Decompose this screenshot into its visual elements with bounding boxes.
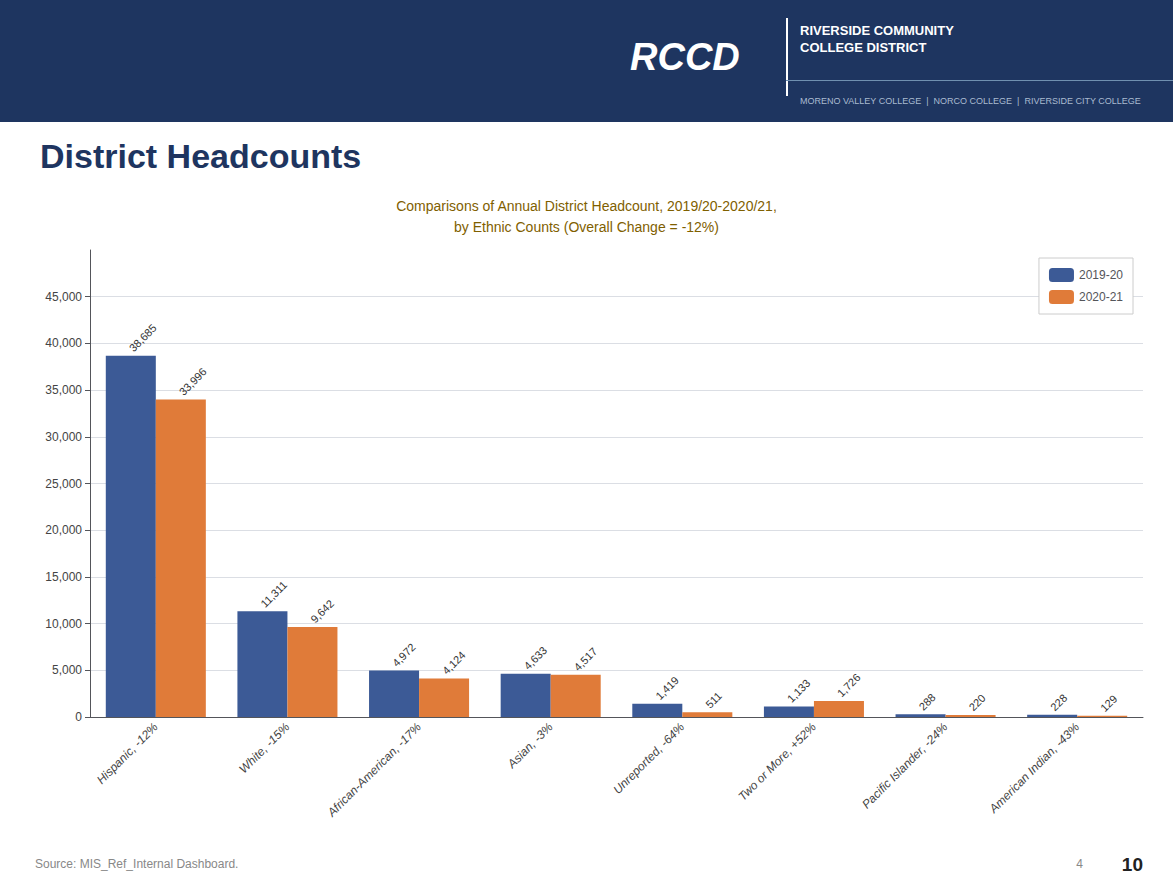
svg-text:30,000: 30,000 [45, 430, 82, 444]
svg-text:15,000: 15,000 [45, 570, 82, 584]
svg-text:RIVERSIDE COMMUNITY: RIVERSIDE COMMUNITY [800, 23, 954, 38]
svg-text:Unreported, -64%: Unreported, -64% [610, 720, 687, 797]
svg-text:288: 288 [916, 691, 937, 712]
svg-text:Source: MIS_Ref_Internal Dashb: Source: MIS_Ref_Internal Dashboard. [35, 857, 238, 871]
svg-text:District Headcounts: District Headcounts [40, 137, 361, 175]
svg-text:38,685: 38,685 [127, 322, 159, 354]
svg-text:Pacific Islander, -24%: Pacific Islander, -24% [859, 720, 951, 812]
svg-text:1,726: 1,726 [835, 671, 863, 699]
svg-text:220: 220 [966, 692, 987, 713]
svg-text:9,642: 9,642 [308, 597, 336, 625]
svg-text:45,000: 45,000 [45, 290, 82, 304]
svg-text:5,000: 5,000 [52, 663, 82, 677]
svg-text:White, -15%: White, -15% [236, 720, 292, 776]
svg-text:40,000: 40,000 [45, 336, 82, 350]
svg-text:American Indian, -43%: American Indian, -43% [986, 720, 1083, 817]
svg-text:2020-21: 2020-21 [1079, 290, 1123, 304]
svg-text:4,972: 4,972 [390, 641, 418, 669]
svg-text:35,000: 35,000 [45, 383, 82, 397]
svg-text:1,419: 1,419 [653, 674, 681, 702]
svg-text:4,517: 4,517 [571, 645, 599, 673]
svg-text:Comparisons of Annual District: Comparisons of Annual District Headcount… [396, 198, 777, 214]
svg-text:MORENO VALLEY COLLEGE | NORC: MORENO VALLEY COLLEGE | NORCO COLLEGE | … [800, 96, 1141, 106]
svg-text:4,633: 4,633 [521, 644, 549, 672]
svg-text:Two or More, +52%: Two or More, +52% [735, 720, 819, 804]
svg-text:228: 228 [1048, 692, 1069, 713]
svg-text:25,000: 25,000 [45, 477, 82, 491]
svg-text:African-American, -17%: African-American, -17% [324, 720, 424, 820]
svg-text:4: 4 [1076, 857, 1083, 871]
svg-text:4,124: 4,124 [440, 649, 468, 677]
svg-text:Hispanic, -12%: Hispanic, -12% [94, 720, 161, 787]
svg-text:20,000: 20,000 [45, 523, 82, 537]
svg-text:1,133: 1,133 [785, 677, 813, 705]
svg-text:0: 0 [75, 710, 82, 724]
svg-text:Asian, -3%: Asian, -3% [504, 720, 556, 772]
svg-text:by Ethnic Counts (Overall Chan: by Ethnic Counts (Overall Change = -12%) [454, 219, 719, 235]
svg-text:10: 10 [1122, 854, 1143, 875]
svg-text:511: 511 [703, 690, 724, 711]
svg-text:33,996: 33,996 [177, 365, 209, 397]
svg-text:129: 129 [1098, 693, 1119, 714]
svg-text:COLLEGE DISTRICT: COLLEGE DISTRICT [800, 40, 926, 55]
svg-text:10,000: 10,000 [45, 617, 82, 631]
svg-text:11,311: 11,311 [258, 579, 289, 610]
svg-text:2019-20: 2019-20 [1079, 268, 1123, 282]
svg-text:RCCD: RCCD [630, 36, 740, 78]
